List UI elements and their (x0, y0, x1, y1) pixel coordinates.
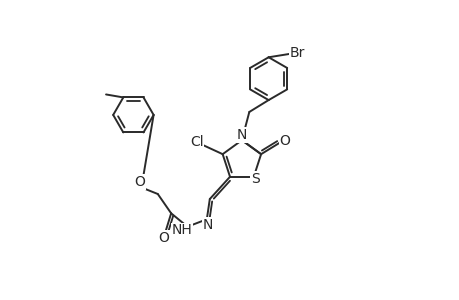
Text: NH: NH (171, 223, 192, 237)
Text: S: S (250, 172, 259, 185)
Text: Cl: Cl (190, 135, 203, 149)
Text: O: O (279, 134, 290, 148)
Text: O: O (134, 175, 145, 189)
Text: Br: Br (289, 46, 304, 60)
Text: N: N (236, 128, 246, 142)
Text: N: N (203, 218, 213, 232)
Text: O: O (158, 231, 169, 245)
